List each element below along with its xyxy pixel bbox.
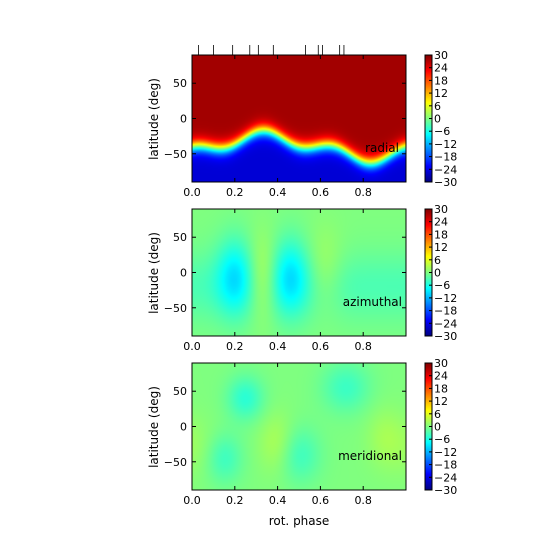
- observation-phase-ticks: [198, 45, 345, 55]
- colorbar-tick-label: −30: [434, 176, 457, 189]
- x-ticks: 0.0 0.2 0.4 0.6 0.8: [183, 363, 372, 507]
- colorbar-tick-label: 0: [434, 113, 441, 126]
- x-tick-label: 0.8: [354, 186, 372, 199]
- colorbar-azimuthal: [425, 209, 432, 336]
- colorbar-tick-label: 12: [434, 87, 448, 100]
- colorbar-radial: [425, 55, 432, 182]
- colorbar-tick-label: −18: [434, 305, 457, 318]
- colorbar-tick-label: 6: [434, 254, 441, 267]
- colorbar-tick-label: −12: [434, 292, 457, 305]
- colorbar-tick-label: −18: [434, 151, 457, 164]
- colorbar-tick-label: 0: [434, 421, 441, 434]
- panel-label-azimuthal: azimuthal: [343, 295, 402, 309]
- x-tick-label: 0.0: [183, 340, 201, 353]
- heatmap-radial: [192, 55, 406, 182]
- colorbar-tick-label: 30: [434, 357, 448, 370]
- colorbar-tick-label: 12: [434, 395, 448, 408]
- colorbar-tick-label: −6: [434, 279, 450, 292]
- colorbar-tick-label: −12: [434, 446, 457, 459]
- colorbar-tick-label: −24: [434, 317, 457, 330]
- x-tick-label: 0.4: [269, 340, 287, 353]
- colorbar-tick-label: −30: [434, 330, 457, 343]
- x-tick-label: 0.0: [183, 494, 201, 507]
- colorbar-tick-label: 24: [434, 216, 448, 229]
- x-tick-label: 0.2: [226, 340, 244, 353]
- panel-meridional: 0.0 0.2 0.4 0.6 0.8 50 0 −50 meridional latitu…: [147, 357, 457, 528]
- panel-radial: 0.0 0.2 0.4 0.6 0.8 50 0 −50 radial latitude (…: [147, 45, 457, 199]
- heatmap-azimuthal: [192, 209, 406, 336]
- colorbar-tick-label: −24: [434, 163, 457, 176]
- y-ticks: 50 0 −50: [164, 231, 406, 315]
- y-ticks: 50 0 −50: [164, 385, 406, 469]
- y-tick-label: 50: [173, 77, 187, 90]
- y-tick-label: 0: [180, 113, 187, 126]
- heatmap-meridional: [192, 363, 406, 490]
- y-tick-label: 0: [180, 421, 187, 434]
- colorbar-tick-label: 6: [434, 100, 441, 113]
- colorbar-tick-label: 30: [434, 203, 448, 216]
- panel-azimuthal: 0.0 0.2 0.4 0.6 0.8 50 0 −50 azimuthal latitud…: [147, 203, 457, 353]
- y-tick-label: 0: [180, 267, 187, 280]
- y-tick-label: −50: [164, 302, 187, 315]
- colorbar-tick-label: −24: [434, 471, 457, 484]
- colorbar-tick-label: −6: [434, 125, 450, 138]
- x-tick-label: 0.2: [226, 494, 244, 507]
- x-tick-label: 0.8: [354, 340, 372, 353]
- x-ticks: 0.0 0.2 0.4 0.6 0.8: [183, 209, 372, 353]
- colorbar-meridional: [425, 363, 432, 490]
- y-axis-label: latitude (deg): [147, 78, 161, 160]
- x-tick-label: 0.6: [312, 340, 330, 353]
- colorbar-tick-label: 18: [434, 228, 448, 241]
- x-tick-label: 0.4: [269, 186, 287, 199]
- colorbar-tick-label: 24: [434, 370, 448, 383]
- y-axis-label: latitude (deg): [147, 232, 161, 314]
- y-axis-label: latitude (deg): [147, 386, 161, 468]
- colorbar-tick-label: 12: [434, 241, 448, 254]
- y-tick-label: −50: [164, 456, 187, 469]
- x-axis-label: rot. phase: [269, 514, 330, 528]
- y-tick-label: −50: [164, 148, 187, 161]
- panel-label-meridional: meridional: [338, 449, 402, 463]
- x-tick-label: 0.2: [226, 186, 244, 199]
- colorbar-tick-label: 18: [434, 74, 448, 87]
- colorbar-tick-label: −6: [434, 433, 450, 446]
- colorbar-tick-label: 6: [434, 408, 441, 421]
- colorbar-tick-label: 18: [434, 382, 448, 395]
- colorbar-tick-label: −30: [434, 484, 457, 497]
- x-tick-label: 0.8: [354, 494, 372, 507]
- colorbar-tick-label: 30: [434, 49, 448, 62]
- y-ticks: 50 0 −50: [164, 77, 406, 161]
- x-tick-label: 0.0: [183, 186, 201, 199]
- x-tick-label: 0.6: [312, 494, 330, 507]
- y-tick-label: 50: [173, 385, 187, 398]
- colorbar-tick-label: 0: [434, 267, 441, 280]
- y-tick-label: 50: [173, 231, 187, 244]
- x-tick-label: 0.6: [312, 186, 330, 199]
- colorbar-tick-label: −18: [434, 459, 457, 472]
- colorbar-tick-label: −12: [434, 138, 457, 151]
- colorbar-tick-label: 24: [434, 62, 448, 75]
- x-tick-label: 0.4: [269, 494, 287, 507]
- panel-label-radial: radial: [365, 141, 399, 155]
- x-ticks: 0.0 0.2 0.4 0.6 0.8: [183, 55, 372, 199]
